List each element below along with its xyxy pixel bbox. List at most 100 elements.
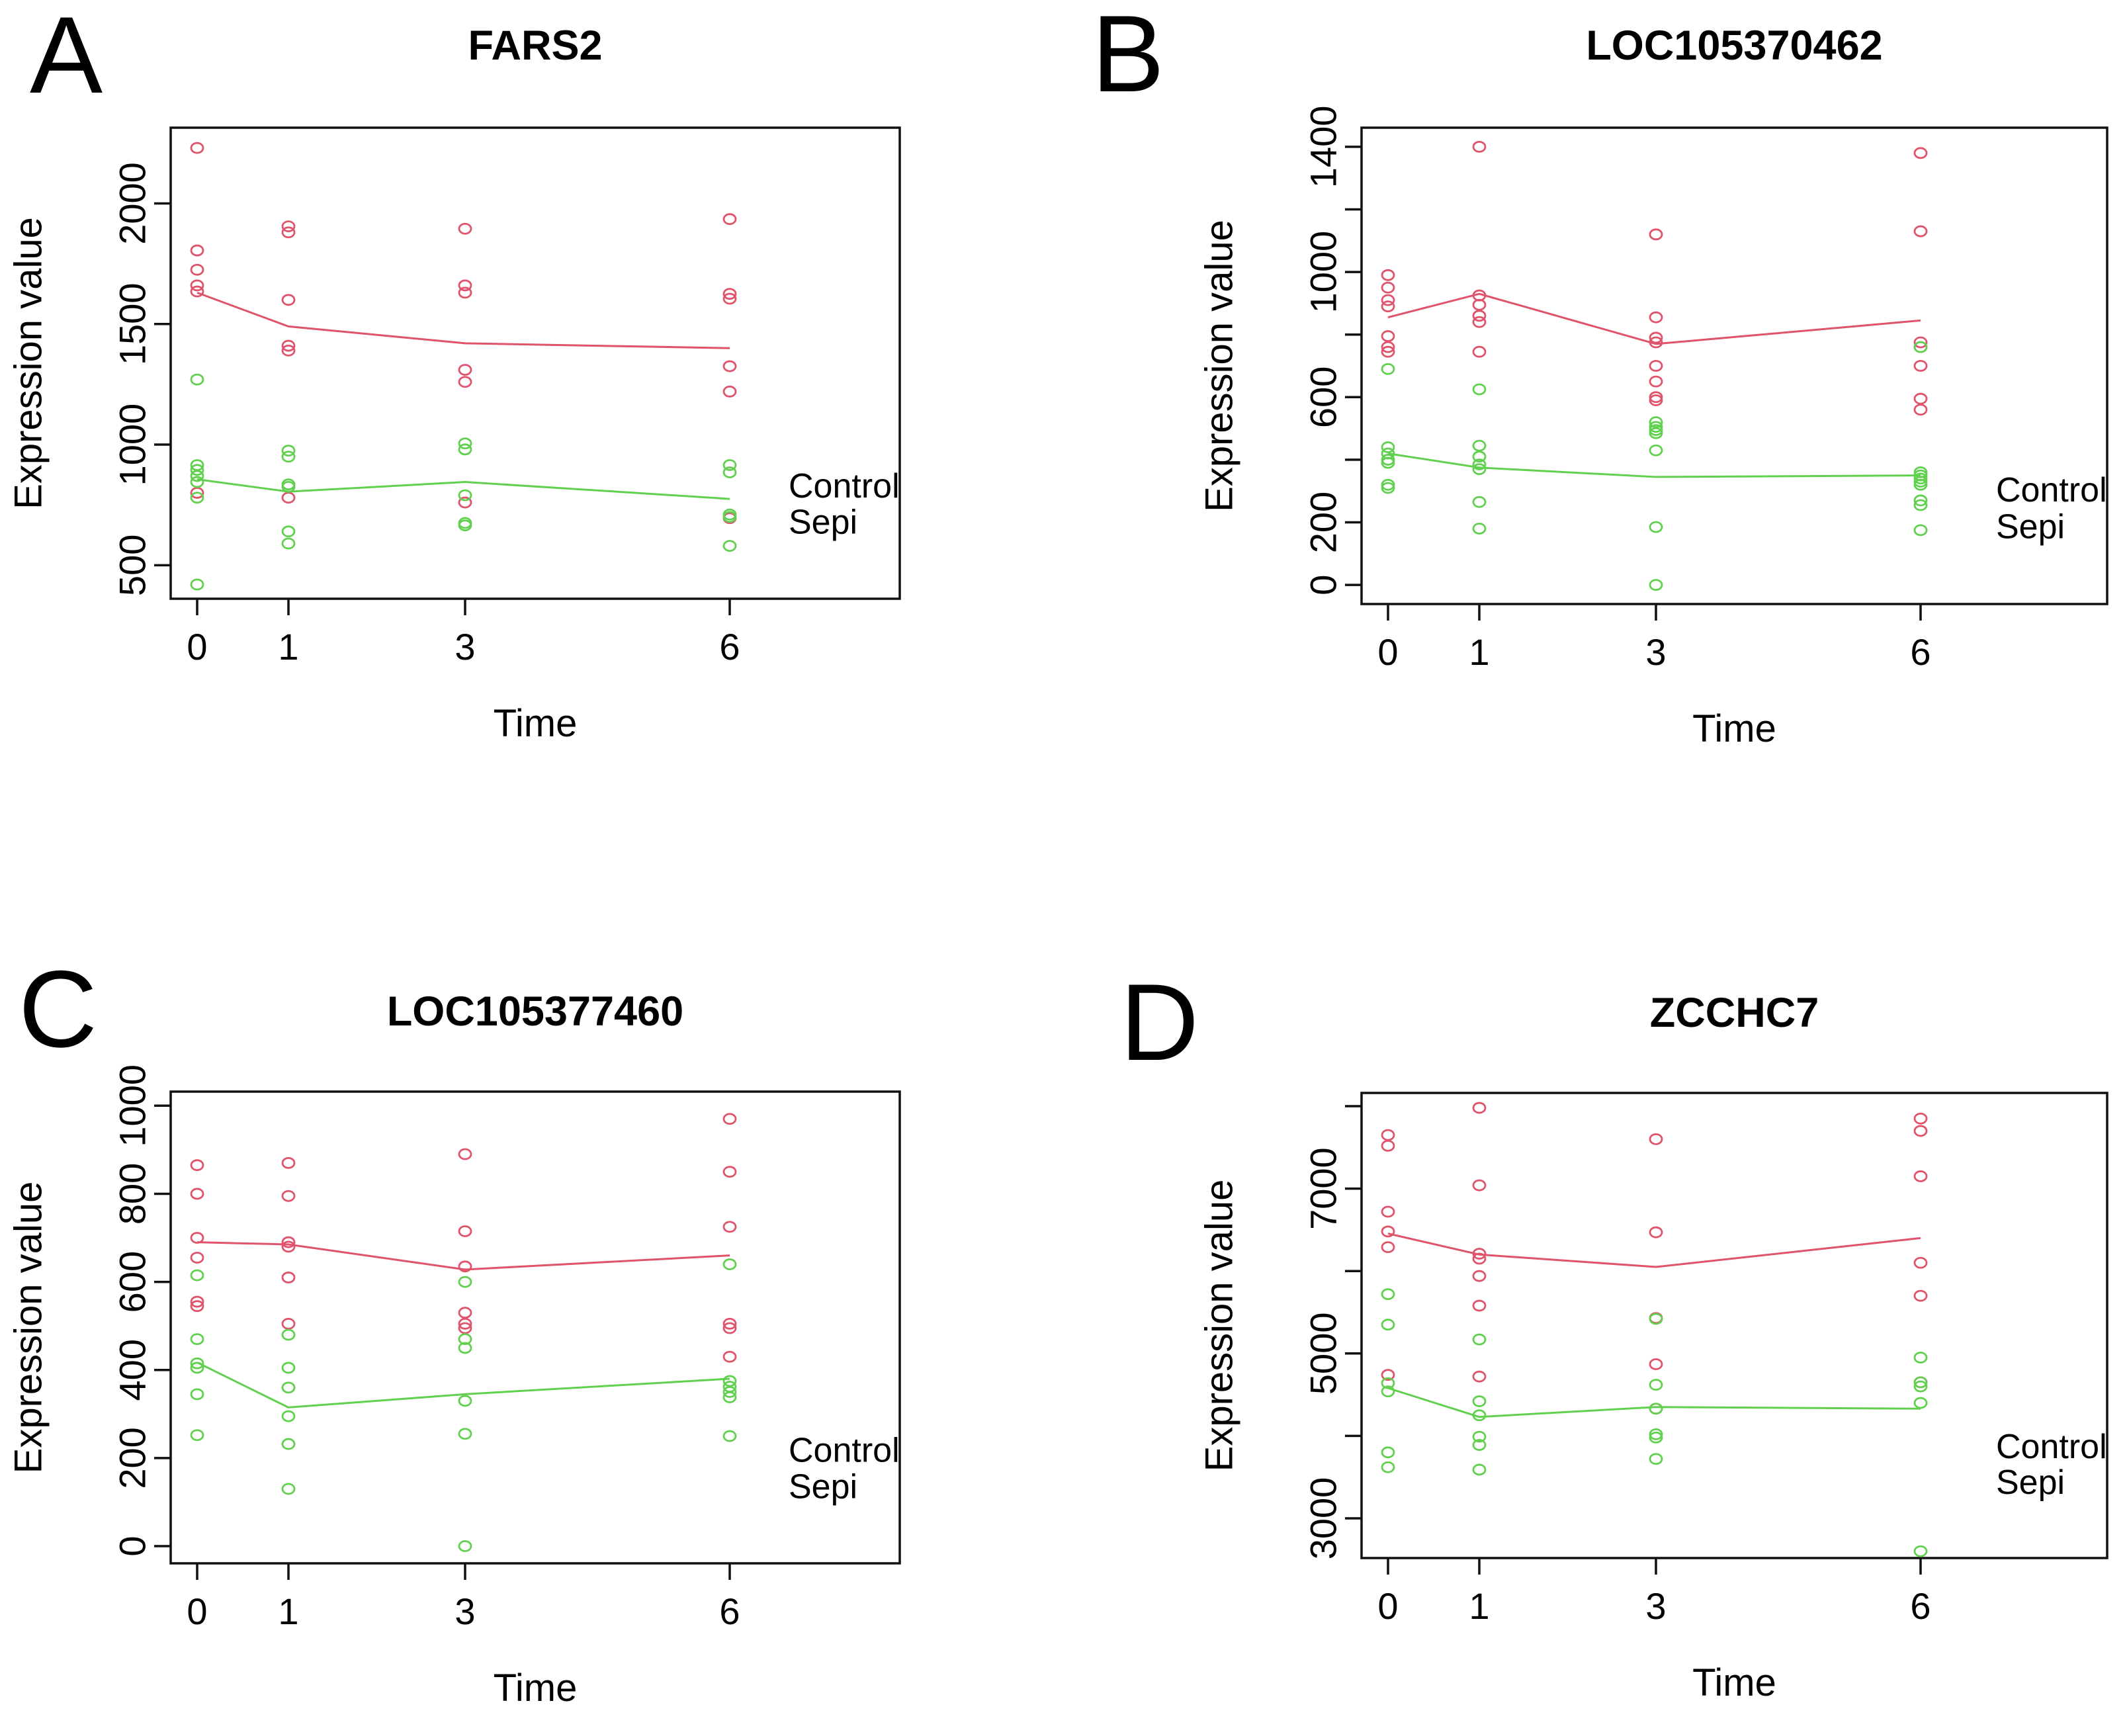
- panel-b-control-mean-line: [1387, 292, 1921, 345]
- panel-d-x-tick-label: 0: [1377, 1585, 1398, 1627]
- panel-d-legend-control: Control: [1996, 1428, 2107, 1466]
- panel-a-sepi-point: [281, 525, 296, 538]
- panel-d-x-tick-label: 6: [1910, 1585, 1931, 1627]
- panel-a-x-axis-label: Time: [494, 702, 578, 745]
- panel-a-control-point: [190, 244, 204, 257]
- panel-a-sepi-point: [458, 489, 472, 501]
- panel-b-sepi-point: [1649, 521, 1663, 533]
- panel-c-control-point: [722, 1221, 737, 1233]
- panel-d-sepi-point: [1381, 1288, 1395, 1300]
- panel-d-sepi-point: [1472, 1430, 1487, 1443]
- panel-d-sepi-point: [1913, 1545, 1928, 1557]
- panel-d-sepi-point: [1649, 1403, 1663, 1415]
- panel-b-sepi-point: [1649, 424, 1663, 436]
- panel-c-sepi-point: [458, 1276, 472, 1288]
- panel-a-control-point: [722, 288, 737, 300]
- panel-d-sepi-point: [1381, 1446, 1395, 1459]
- panel-b-sepi-point: [1649, 579, 1663, 591]
- panel-b-y-tick-label: 0: [1303, 575, 1344, 595]
- panel-d-x-tick-label: 3: [1645, 1585, 1666, 1627]
- panel-d-control-point: [1381, 1369, 1395, 1381]
- panel-a-sepi-point: [458, 437, 472, 450]
- panel-d-sepi-point: [1649, 1453, 1663, 1465]
- panel-c-sepi-point: [458, 1428, 472, 1440]
- panel-b-x-tick-label: 1: [1469, 631, 1489, 673]
- panel-b-sepi-point: [1649, 427, 1663, 439]
- panel-b-sepi-point: [1381, 363, 1395, 375]
- panel-a-legend-control: Control: [789, 467, 900, 505]
- panel-a-x-tick-label: 6: [719, 626, 740, 668]
- panel-a-control-point: [281, 220, 296, 233]
- panel-c-sepi-point: [281, 1438, 296, 1450]
- panel-b-y-tick-label: 200: [1303, 492, 1344, 553]
- panel-a-title: FARS2: [468, 22, 602, 69]
- panel-b-control-point: [1649, 228, 1663, 241]
- panel-a-sepi-point: [190, 459, 204, 471]
- panel-c-control-point: [190, 1300, 204, 1313]
- panel-c-x-tick-label: 6: [719, 1590, 740, 1632]
- panel-d-sepi-point: [1381, 1377, 1395, 1389]
- panel-c-sepi-point: [722, 1386, 737, 1398]
- panel-c-sepi-point: [190, 1357, 204, 1369]
- panel-c-control-point: [458, 1148, 472, 1160]
- panel-b-sepi-point: [1649, 421, 1663, 433]
- panel-d-sepi-point: [1381, 1319, 1395, 1331]
- panel-b-control-point: [1381, 269, 1395, 281]
- panel-a-y-tick-label: 2000: [112, 162, 153, 245]
- panel-c-control-point: [458, 1225, 472, 1237]
- panel-b-control-point: [1472, 298, 1487, 311]
- panel-b-sepi-point: [1913, 478, 1928, 491]
- panel-c-control-point: [190, 1252, 204, 1264]
- panel-label-a: A: [30, 0, 103, 116]
- panel-d-plot-box: [1360, 1092, 2108, 1559]
- panel-c-control-point: [281, 1272, 296, 1283]
- panel-a-sepi-point: [190, 373, 204, 386]
- panel-a-control-point: [190, 487, 204, 499]
- panel-b-sepi-point: [1381, 482, 1395, 494]
- panel-a-sepi-point: [190, 476, 204, 488]
- panel-b-legend-sepi: Sepi: [1996, 508, 2065, 546]
- panel-c-control-point: [190, 1295, 204, 1308]
- panel-b-sepi-point: [1913, 472, 1928, 485]
- panel-c-control-point: [190, 1232, 204, 1244]
- panel-c-control-point: [458, 1307, 472, 1319]
- panel-a-plot-box: [169, 126, 901, 600]
- panel-a-sepi-point: [458, 519, 472, 532]
- panel-c-y-tick-label: 800: [112, 1163, 153, 1225]
- panel-d-sepi-point: [1472, 1395, 1487, 1407]
- panel-d-y-tick-label: 7000: [1303, 1147, 1344, 1230]
- panel-a-sepi-point: [722, 540, 737, 552]
- panel-a-x-tick-label: 0: [187, 626, 207, 668]
- panel-d-control-point: [1913, 1289, 1928, 1302]
- panel-a-control-point: [722, 213, 737, 226]
- panel-d-control-point: [1381, 1205, 1395, 1218]
- panel-b-sepi-point: [1913, 341, 1928, 353]
- panel-a-control-point: [722, 360, 737, 372]
- panel-a-control-point: [458, 222, 472, 235]
- panel-d-control-point: [1381, 1241, 1395, 1253]
- panel-c-sepi-point: [281, 1381, 296, 1394]
- panel-d-sepi-point: [1472, 1409, 1487, 1422]
- panel-b-control-point: [1381, 294, 1395, 306]
- panel-a-sepi-point: [722, 466, 737, 478]
- panel-d-sepi-point: [1472, 1463, 1487, 1476]
- panel-b-control-point: [1649, 311, 1663, 324]
- panel-d-y-axis-label: Expression value: [1198, 1180, 1241, 1472]
- panel-c-sepi-point: [458, 1395, 472, 1407]
- panel-a-sepi-point: [281, 480, 296, 493]
- panel-d-sepi-point: [1913, 1376, 1928, 1389]
- panel-c-sepi-point: [458, 1333, 472, 1346]
- panel-b-control-point: [1381, 300, 1395, 313]
- panel-c-legend-sepi: Sepi: [789, 1468, 857, 1506]
- panel-b-sepi-point: [1649, 416, 1663, 429]
- panel-d-control-point: [1472, 1370, 1487, 1383]
- panel-a-y-tick-label: 1000: [112, 404, 153, 486]
- panel-d-control-point: [1913, 1125, 1928, 1137]
- panel-a-control-point: [190, 285, 204, 298]
- panel-b-x-axis-label: Time: [1692, 707, 1776, 750]
- panel-c-legend-control: Control: [789, 1432, 900, 1470]
- panel-b-sepi-point: [1913, 476, 1928, 488]
- panel-b-control-point: [1913, 392, 1928, 405]
- panel-a-sepi-point: [458, 443, 472, 456]
- panel-c-y-tick-label: 1000: [112, 1064, 153, 1147]
